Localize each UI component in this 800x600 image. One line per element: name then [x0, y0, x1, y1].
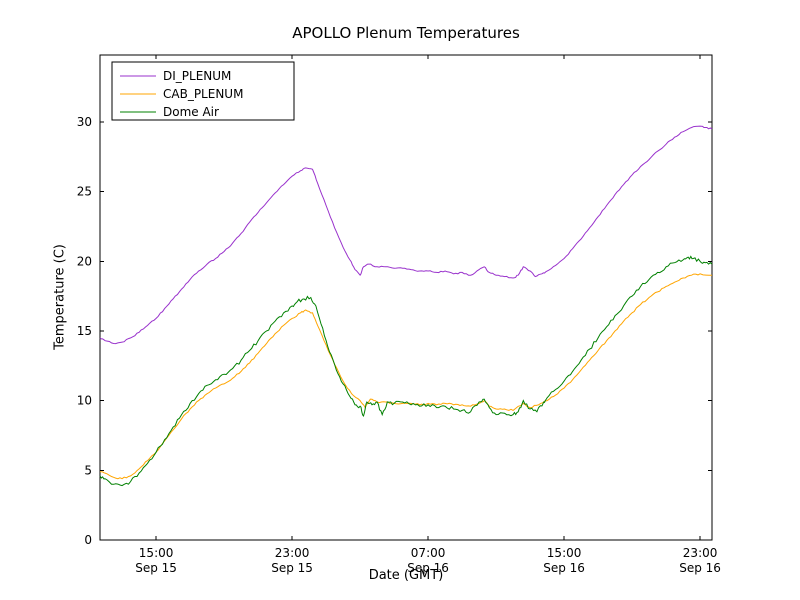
legend-label: CAB_PLENUM	[163, 87, 243, 101]
x-tick-label-date: Sep 16	[543, 561, 585, 575]
y-axis-label: Temperature (C)	[52, 244, 68, 350]
x-tick-label-date: Sep 15	[135, 561, 177, 575]
legend-label: Dome Air	[163, 105, 219, 119]
y-tick-label: 5	[84, 463, 92, 477]
legend-box	[111, 61, 295, 121]
x-tick-label-time: 15:00	[547, 546, 582, 560]
y-tick-label: 20	[77, 254, 92, 268]
y-tick-label: 15	[77, 324, 92, 338]
y-tick-label: 30	[77, 115, 92, 129]
x-tick-label-time: 15:00	[139, 546, 174, 560]
series-di-plenum-line	[99, 125, 713, 345]
x-axis-label: Date (GMT)	[368, 568, 444, 583]
legend: DI_PLENUM CAB_PLENUM Dome Air	[111, 61, 295, 121]
x-tick-label-time: 23:00	[683, 546, 718, 560]
y-tick-label: 25	[77, 185, 92, 199]
y-tick-label: 0	[84, 533, 92, 547]
x-tick-label-date: Sep 16	[679, 561, 721, 575]
x-tick-label-date: Sep 15	[271, 561, 313, 575]
x-tick-label-date: Sep 16	[407, 561, 449, 575]
series-dome-air-line	[99, 255, 713, 487]
series-cab-plenum-line	[99, 273, 713, 480]
x-tick-label-time: 07:00	[411, 546, 446, 560]
axes-frame	[99, 54, 713, 541]
legend-label: DI_PLENUM	[163, 69, 231, 83]
chart-title: APOLLO Plenum Temperatures	[292, 24, 520, 42]
x-tick-label-time: 23:00	[275, 546, 310, 560]
y-tick-label: 10	[77, 394, 92, 408]
